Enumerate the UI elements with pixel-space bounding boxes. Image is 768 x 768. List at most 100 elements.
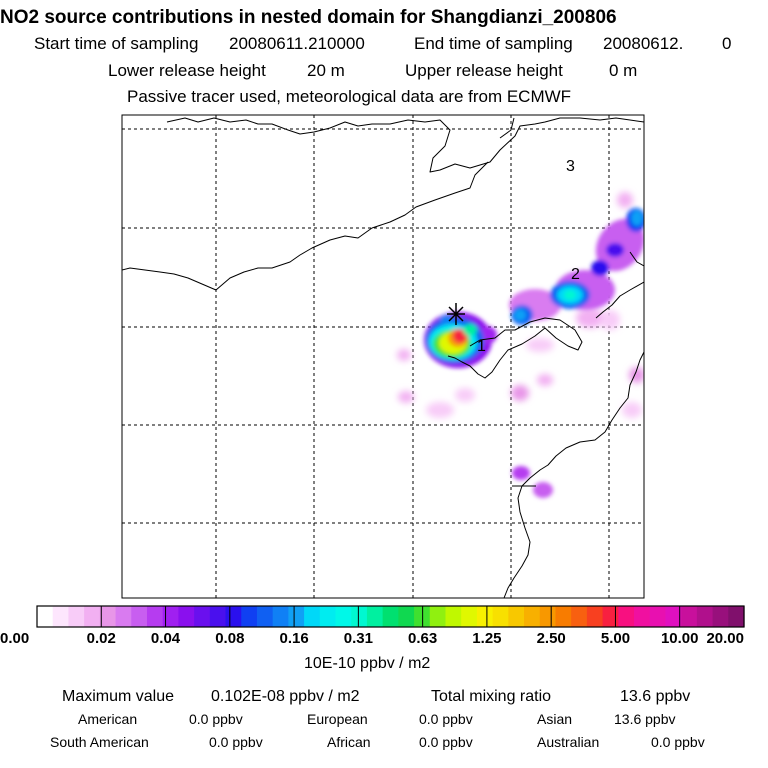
plume-cell	[512, 466, 530, 480]
colorbar-cell	[555, 606, 572, 627]
plume-cell	[511, 385, 529, 401]
coastlines	[122, 117, 644, 598]
colorbar-cell	[602, 606, 619, 627]
colorbar-cell	[461, 606, 478, 627]
plume-cell	[576, 308, 604, 328]
coastline	[166, 117, 644, 173]
plume-cell	[397, 349, 411, 361]
plume-cell	[453, 329, 467, 343]
australian-value: 0.0 ppbv	[651, 734, 705, 750]
coastline	[122, 161, 489, 291]
upper-release-label: Upper release height	[405, 61, 563, 80]
upper-release-value: 0 m	[609, 61, 638, 80]
colorbar-tick-label: 0.16	[279, 630, 309, 647]
colorbar-cell	[178, 606, 195, 627]
colorbar-cell	[194, 606, 211, 627]
total-mixing-label: Total mixing ratio	[431, 688, 552, 705]
plume-cell	[537, 374, 553, 386]
plume-cell	[463, 324, 477, 336]
colorbar-tick-label: 1.25	[472, 630, 502, 647]
map-grid	[122, 115, 644, 598]
map-background	[122, 115, 644, 598]
marker-1: 1	[477, 338, 486, 355]
european-label: European	[307, 711, 368, 727]
colorbar-cell	[272, 606, 289, 627]
asian-label: Asian	[537, 711, 573, 727]
plume-cell	[591, 260, 609, 276]
coastline	[629, 251, 644, 267]
colorbar-cell	[131, 606, 148, 627]
plume-cell	[440, 315, 454, 325]
plume	[397, 192, 644, 498]
plume-faint	[397, 192, 644, 418]
colorbar-cell	[571, 606, 588, 627]
colorbar-tick-label: 0.08	[215, 630, 245, 647]
plume-source	[424, 312, 497, 368]
colorbar-cell	[524, 606, 541, 627]
colorbar-cell	[586, 606, 604, 627]
colorbar-cell	[649, 606, 667, 627]
plume-cell	[398, 391, 414, 403]
colorbar-cell	[319, 606, 337, 627]
african-label: African	[327, 734, 371, 750]
colorbar-frame	[36, 605, 745, 628]
colorbar-cell	[162, 606, 179, 627]
colorbar-cell	[256, 606, 274, 627]
marker-2: 2	[571, 266, 580, 283]
colorbar-cell	[634, 606, 651, 627]
colorbar-cell	[696, 606, 714, 627]
end-time-label: End time of sampling	[414, 34, 573, 53]
colorbar-tick-label: 2.50	[536, 630, 566, 647]
colorbar-cell	[398, 606, 415, 627]
colorbar-tick-label: 0.00	[0, 630, 30, 647]
plume-cell	[426, 402, 454, 418]
colorbar-cell	[681, 606, 698, 627]
coastline	[447, 317, 583, 379]
colorbar-tick-label: 0.63	[408, 630, 438, 647]
lower-release-value: 20 m	[307, 61, 345, 80]
plume-northeast	[509, 208, 644, 325]
colorbar-cell	[508, 606, 525, 627]
end-time-extra: 0	[722, 34, 732, 53]
australian-label: Australian	[537, 734, 600, 750]
colorbar-cell	[84, 606, 101, 627]
colorbar-cell	[665, 606, 682, 627]
european-value: 0.0 ppbv	[419, 711, 473, 727]
colorbar-cell	[37, 606, 54, 627]
end-time-value: 20080612.	[603, 34, 684, 53]
colorbar-cell	[335, 606, 352, 627]
start-time-value: 20080611.210000	[229, 34, 365, 53]
asian-value: 13.6 ppbv	[614, 711, 676, 727]
plume-cell	[455, 388, 475, 402]
plume-south	[512, 466, 553, 498]
colorbar-cell	[304, 606, 321, 627]
colorbar-cell	[241, 606, 258, 627]
map-frame	[121, 114, 645, 599]
colorbar-cell	[492, 606, 509, 627]
max-value-label: Maximum value	[62, 688, 175, 705]
colorbar-cell	[366, 606, 384, 627]
colorbar-cells	[37, 606, 745, 627]
start-time-label: Start time of sampling	[34, 34, 199, 53]
plume-cell	[564, 290, 576, 300]
colorbar-tick-label: 20.00	[706, 630, 744, 647]
plume-cell	[526, 338, 554, 352]
colorbar-cell	[209, 606, 227, 627]
receptor-star	[447, 303, 465, 325]
coastline	[503, 351, 644, 598]
colorbar-tick-label: 0.04	[150, 630, 181, 647]
colorbar-tick-label: 10.00	[660, 630, 699, 647]
colorbar-tick-label: 5.00	[600, 630, 631, 647]
colorbar-cell	[68, 606, 85, 627]
colorbar-cell	[429, 606, 447, 627]
plume-cell	[617, 192, 633, 208]
colorbar-cell	[539, 606, 557, 627]
receptor-star-stroke	[448, 306, 464, 322]
colorbar-cell	[115, 606, 132, 627]
colorbar-cell	[351, 606, 368, 627]
american-label: American	[78, 711, 138, 727]
marker-3: 3	[566, 158, 575, 175]
max-value: 0.102E-08 ppbv / m2	[211, 688, 360, 705]
colorbar-tick-label: 0.02	[86, 630, 116, 647]
